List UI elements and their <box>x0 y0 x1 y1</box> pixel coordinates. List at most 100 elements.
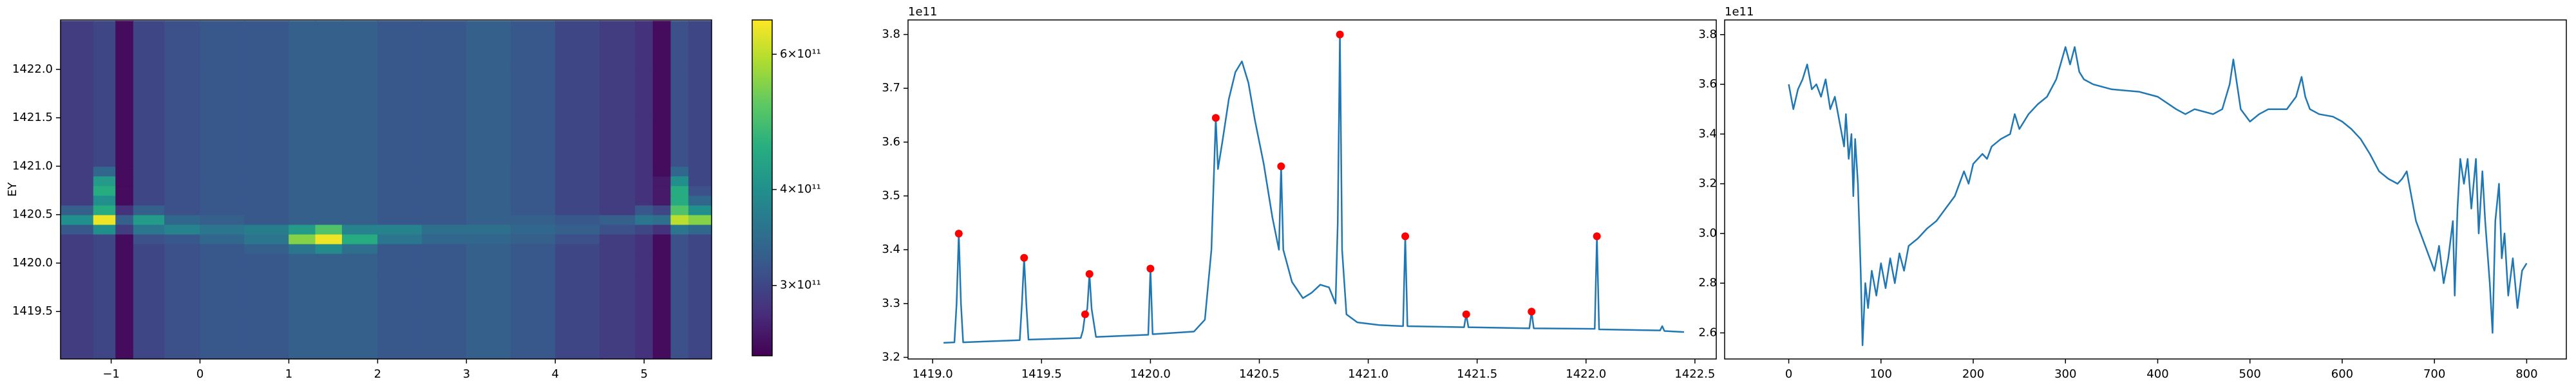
x-tick-label: 200 <box>1962 367 1984 381</box>
heatmap-cell <box>511 205 556 216</box>
heatmap-cell <box>466 21 512 70</box>
heatmap-cell <box>93 214 117 225</box>
heatmap-cell <box>244 205 290 216</box>
heatmap-cell <box>670 234 689 244</box>
heatmap-cell <box>61 176 94 187</box>
x-tick-label: 1422.0 <box>1566 367 1606 381</box>
x-tick-label: 1419.5 <box>1021 367 1062 381</box>
heatmap-cell <box>200 224 245 235</box>
heatmap-cell <box>670 311 689 359</box>
heatmap-cell <box>670 21 689 70</box>
heatmap-cell <box>61 224 94 235</box>
heatmap-cell <box>115 243 134 254</box>
heatmap-cell <box>599 185 636 196</box>
heatmap-cell <box>422 234 468 244</box>
heatmap-cell <box>377 243 423 254</box>
heatmap-cell <box>377 224 423 235</box>
heatmap-cell <box>511 166 556 177</box>
x-tick-label: 0 <box>1785 367 1792 381</box>
heatmap-cell <box>688 117 712 167</box>
heatmap-cell <box>466 185 512 196</box>
heatmap-cell <box>164 311 201 359</box>
heatmap-cell <box>61 272 94 312</box>
heatmap-cell <box>599 176 636 187</box>
peak-marker <box>1462 310 1470 318</box>
heatmap-cell <box>289 69 316 118</box>
heatmap-cell <box>652 117 672 167</box>
heatmap-cell <box>688 69 712 118</box>
heatmap-cell <box>93 311 117 359</box>
x-tick-label: 0 <box>196 367 204 381</box>
axes-frame <box>60 19 712 360</box>
y-tick-label: 2.6 <box>1698 326 1717 339</box>
y-tick-label: 3.6 <box>1698 77 1717 91</box>
y-tick-label: 3.2 <box>882 350 900 363</box>
x-tick-label: 1422.5 <box>1674 367 1715 381</box>
heatmap-cell <box>599 214 636 225</box>
heatmap-cell <box>511 214 556 225</box>
peak-marker <box>954 230 963 238</box>
heatmap-cell <box>315 117 343 167</box>
heatmap-cell <box>244 176 290 187</box>
heatmap-cell <box>93 205 117 216</box>
heatmap-cell <box>670 214 689 225</box>
heatmap-cell <box>200 69 245 118</box>
heatmap-cell <box>61 166 94 177</box>
heatmap-cell <box>93 195 117 206</box>
heatmap-cell <box>466 253 512 273</box>
heatmap-cell <box>133 21 166 70</box>
heatmap-cell <box>315 185 343 196</box>
heatmap-cell <box>200 21 245 70</box>
heatmap-cell <box>341 185 379 196</box>
heatmap-cell <box>422 69 468 118</box>
heatmap-cell <box>377 205 423 216</box>
heatmap-cell <box>61 205 94 216</box>
heatmap-cell <box>200 166 245 177</box>
y-tick-label: 1420.5 <box>12 208 53 221</box>
heatmap-cell <box>315 166 343 177</box>
heatmap-cell <box>511 224 556 235</box>
peak-marker <box>1085 270 1094 278</box>
heatmap-cell <box>554 243 600 254</box>
heatmap-cell <box>164 195 201 206</box>
heatmap-cell <box>511 21 556 70</box>
y-tick-label: 3.4 <box>1698 127 1717 140</box>
heatmap-cell <box>511 117 556 167</box>
heatmap-cell <box>115 117 134 167</box>
x-tick-label: 1420.0 <box>1130 367 1171 381</box>
heatmap-cell <box>341 117 379 167</box>
heatmap-cell <box>652 205 672 216</box>
x-tick-label: 3 <box>463 367 470 381</box>
heatmap-cell <box>341 214 379 225</box>
heatmap-cell <box>115 166 134 177</box>
heatmap-cell <box>652 234 672 244</box>
y-axis-label: EY <box>6 181 19 196</box>
heatmap-cell <box>652 214 672 225</box>
y-tick-label: 3.8 <box>882 28 900 41</box>
heatmap-cell <box>289 253 316 273</box>
heatmap-cell <box>93 117 117 167</box>
heatmap-cell <box>133 205 166 216</box>
heatmap-cell <box>341 205 379 216</box>
heatmap-cell <box>289 311 316 359</box>
heatmap-cell <box>61 253 94 273</box>
heatmap-cell <box>164 205 201 216</box>
heatmap-cell <box>244 243 290 254</box>
heatmap-cell <box>315 311 343 359</box>
x-tick-label: 5 <box>640 367 647 381</box>
heatmap-cell <box>635 272 654 312</box>
heatmap-cell <box>61 234 94 244</box>
heatmap-cell <box>115 234 134 244</box>
heatmap-cell <box>466 243 512 254</box>
peak-marker <box>1336 30 1344 39</box>
peak-marker <box>1528 308 1536 316</box>
y-tick-label: 1419.5 <box>12 304 53 318</box>
heatmap-cell <box>422 176 468 187</box>
heatmap-cell <box>652 224 672 235</box>
heatmap-cell <box>289 195 316 206</box>
heatmap-cell <box>635 224 654 235</box>
y-tick-label: 1421.5 <box>12 111 53 124</box>
heatmap-cell <box>377 185 423 196</box>
heatmap-cell <box>133 69 166 118</box>
heatmap-cell <box>315 253 343 273</box>
